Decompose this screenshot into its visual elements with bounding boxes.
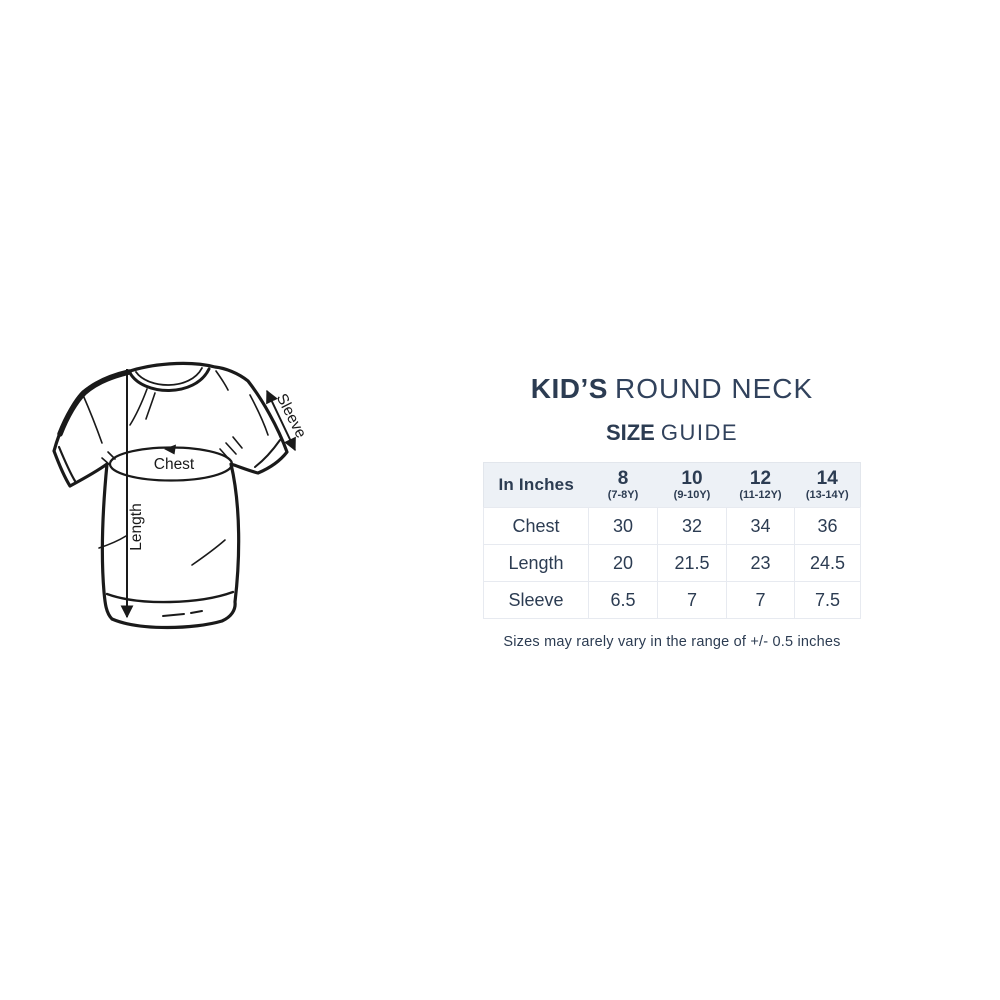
page-subtitle: SIZE GUIDE xyxy=(462,420,882,446)
size-value: 7.5 xyxy=(794,581,861,619)
tshirt-collar-inner xyxy=(135,367,203,386)
size-number: 8 xyxy=(617,467,629,489)
size-value: 34 xyxy=(726,507,795,545)
size-value: 21.5 xyxy=(657,544,727,582)
size-guide-panel: KID’S ROUND NECK SIZE GUIDE In Inches 8 (7… xyxy=(462,372,882,652)
tshirt-hem-dashes xyxy=(162,610,203,617)
size-number: 10 xyxy=(681,467,703,489)
title-light: ROUND NECK xyxy=(614,373,814,404)
title-strong: KID’S xyxy=(530,373,608,404)
chest-arrowhead-icon xyxy=(164,444,176,455)
size-value: 7 xyxy=(657,581,727,619)
tshirt-wrinkles xyxy=(82,370,269,566)
age-range: (9-10Y) xyxy=(673,488,711,501)
size-value: 30 xyxy=(588,507,658,545)
tshirt-measurement-diagram: Chest Length Sleeve xyxy=(52,361,309,630)
row-label: Chest xyxy=(483,507,589,545)
sleeve-measure-arrow xyxy=(266,389,296,452)
size-column-header: 14 (13-14Y) xyxy=(794,462,861,508)
age-range: (11-12Y) xyxy=(739,488,782,501)
unit-header-cell: In Inches xyxy=(483,462,589,508)
row-label: Sleeve xyxy=(483,581,589,619)
table-row-length: Length 20 21.5 23 24.5 xyxy=(483,544,861,582)
chest-label: Chest xyxy=(154,456,195,473)
table-row-chest: Chest 30 32 34 36 xyxy=(483,507,861,545)
size-number: 12 xyxy=(749,467,772,489)
size-column-header: 8 (7-8Y) xyxy=(588,462,658,508)
tshirt-shoulder-stroke xyxy=(57,369,132,437)
size-column-header: 12 (11-12Y) xyxy=(726,462,795,508)
tshirt-collar-outer xyxy=(128,367,211,392)
subtitle-strong: SIZE xyxy=(605,420,655,445)
header-row: In Inches 8 (7-8Y) 10 (9-10Y) 12 (11-12Y… xyxy=(483,462,861,508)
subtitle-light: GUIDE xyxy=(660,420,739,445)
size-value: 23 xyxy=(726,544,795,582)
size-column-header: 10 (9-10Y) xyxy=(657,462,727,508)
size-value: 7 xyxy=(726,581,795,619)
tshirt-outline xyxy=(52,361,289,630)
table-row-sleeve: Sleeve 6.5 7 7 7.5 xyxy=(483,581,861,619)
tshirt-hem-band xyxy=(105,590,235,604)
length-label: Length xyxy=(128,503,145,550)
age-range: (7-8Y) xyxy=(607,488,639,501)
size-value: 6.5 xyxy=(588,581,658,619)
size-value: 36 xyxy=(794,507,861,545)
size-value: 24.5 xyxy=(794,544,861,582)
size-tolerance-note: Sizes may rarely vary in the range of +/… xyxy=(503,634,841,650)
age-range: (13-14Y) xyxy=(805,488,849,501)
size-value: 32 xyxy=(657,507,727,545)
tshirt-left-cuff xyxy=(57,445,77,483)
size-table-header: In Inches 8 (7-8Y) 10 (9-10Y) 12 (11-12Y… xyxy=(483,462,861,508)
size-number: 14 xyxy=(816,467,838,489)
size-table: In Inches 8 (7-8Y) 10 (9-10Y) 12 (11-12Y… xyxy=(483,462,861,619)
page-title: KID’S ROUND NECK xyxy=(462,372,882,405)
row-label: Length xyxy=(483,544,589,582)
size-value: 20 xyxy=(588,544,658,582)
